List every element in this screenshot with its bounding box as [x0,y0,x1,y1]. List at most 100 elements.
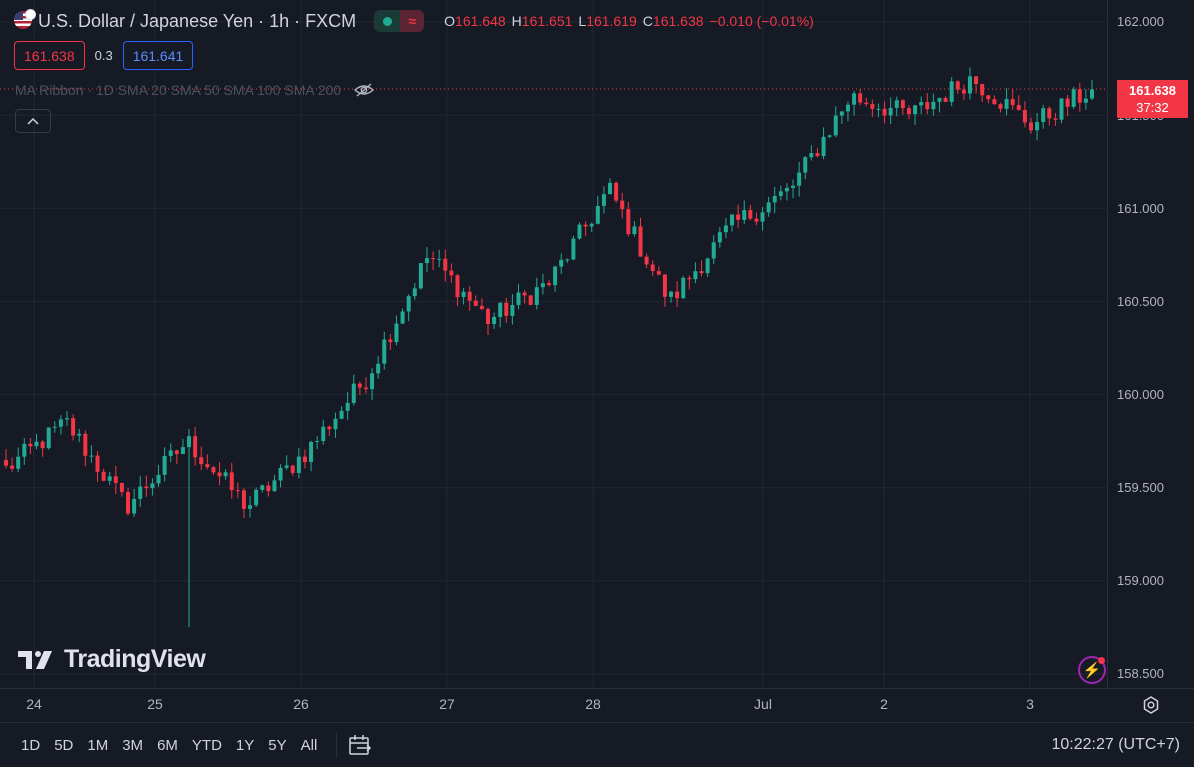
candle-body [394,323,399,343]
candle-body [1083,98,1088,103]
candle-body [845,104,850,112]
sell-button[interactable]: 161.638 [14,41,85,70]
candle-body [955,81,960,90]
chart-pane[interactable]: U.S. Dollar / Japanese Yen · 1h · FXCM ≈… [0,0,1108,688]
candle-body [412,288,417,297]
candle-body [205,464,210,468]
open-key: O [444,13,456,29]
candle-body [260,485,265,490]
range-button-ytd[interactable]: YTD [191,736,222,754]
candle-body [601,194,606,206]
candle-body [906,108,911,115]
candle-body [309,442,314,463]
candle-body [406,296,411,312]
time-label: 28 [585,696,601,712]
candle-body [888,107,893,116]
candle-body [839,111,844,116]
candle-body [449,270,454,276]
candle-body [534,287,539,305]
range-button-6m[interactable]: 6M [157,736,178,754]
candle-body [22,443,27,457]
go-to-date-button[interactable] [347,733,373,757]
buy-button[interactable]: 161.641 [122,41,194,70]
range-button-3m[interactable]: 3M [122,736,144,754]
symbol-title[interactable]: U.S. Dollar / Japanese Yen · 1h · FXCM [38,10,357,31]
time-axis[interactable] [0,688,1108,720]
range-button-5y[interactable]: 5Y [268,736,287,754]
candle-body [559,259,564,267]
candle-body [217,472,222,477]
candle-body [717,232,722,243]
chevron-up-icon [27,117,39,125]
candlestick-chart[interactable] [0,0,1108,688]
candle-body [376,363,381,374]
candle-body [778,191,783,196]
candle-body [784,187,789,192]
candle-body [742,210,747,220]
candle-body [144,486,149,489]
notification-dot [1098,657,1105,664]
candle-body [333,418,338,430]
candle-body [870,104,875,109]
calendar-goto-icon [349,735,372,755]
candle-body [1016,105,1021,110]
candle-body [626,209,631,235]
open-value: 161.648 [455,13,506,29]
lightning-icon[interactable]: ⚡ [1078,656,1106,684]
candle-body [669,291,674,297]
candle-body [113,476,118,483]
candle-body [150,483,155,489]
candle-body [156,474,161,484]
gear-icon [1143,695,1159,714]
candle-body [608,182,613,195]
candle-body [882,108,887,116]
time-label: 2 [880,696,888,712]
candle-body [681,277,686,299]
chart-settings-button[interactable] [1108,688,1194,720]
indicator-legend[interactable]: MA Ribbon · 1D SMA 20 SMA 50 SMA 100 SMA… [15,82,375,98]
candle-body [858,93,863,103]
candle-body [937,98,942,102]
candle-body [357,383,362,388]
last-price-value: 161.638 [1129,83,1176,98]
date-range-buttons: 1D 5D 1M 3M 6M YTD 1Y 5Y All [14,730,324,760]
range-button-1m[interactable]: 1M [87,736,109,754]
candle-body [28,443,33,447]
candle-body [95,455,100,472]
price-label: 158.500 [1117,666,1164,681]
candle-body [803,157,808,173]
candle-body [498,302,503,317]
candle-body [583,224,588,227]
candle-body [864,102,869,105]
collapse-legend-button[interactable] [15,109,51,133]
candle-body [693,271,698,280]
candle-body [723,225,728,233]
candle-body [363,387,368,390]
candle-body [980,84,985,96]
candle-body [730,214,735,226]
candle-body [461,291,466,298]
close-key: C [642,13,653,29]
candle-body [339,410,344,419]
candle-body [370,373,375,390]
range-button-1d[interactable]: 1D [21,736,41,754]
candle-body [327,426,332,430]
candle-body [827,135,832,137]
range-button-all[interactable]: All [300,736,318,754]
price-label: 159.500 [1117,480,1164,495]
timezone-clock[interactable]: 10:22:27 (UTC+7) [1051,736,1180,753]
candle-body [77,433,82,436]
market-status-pill[interactable]: ≈ [374,10,425,32]
eye-off-icon[interactable] [353,82,375,98]
candle-body [168,450,173,456]
candle-body [809,153,814,158]
time-label: 26 [293,696,309,712]
candle-body [1071,89,1076,107]
candle-body [229,472,234,491]
candle-body [290,465,295,473]
candle-body [553,266,558,286]
range-button-1y[interactable]: 1Y [235,736,255,754]
us-flag-icon [14,9,38,31]
range-button-5d[interactable]: 5D [54,736,74,754]
symbol-legend[interactable]: U.S. Dollar / Japanese Yen · 1h · FXCM ≈… [14,8,814,34]
